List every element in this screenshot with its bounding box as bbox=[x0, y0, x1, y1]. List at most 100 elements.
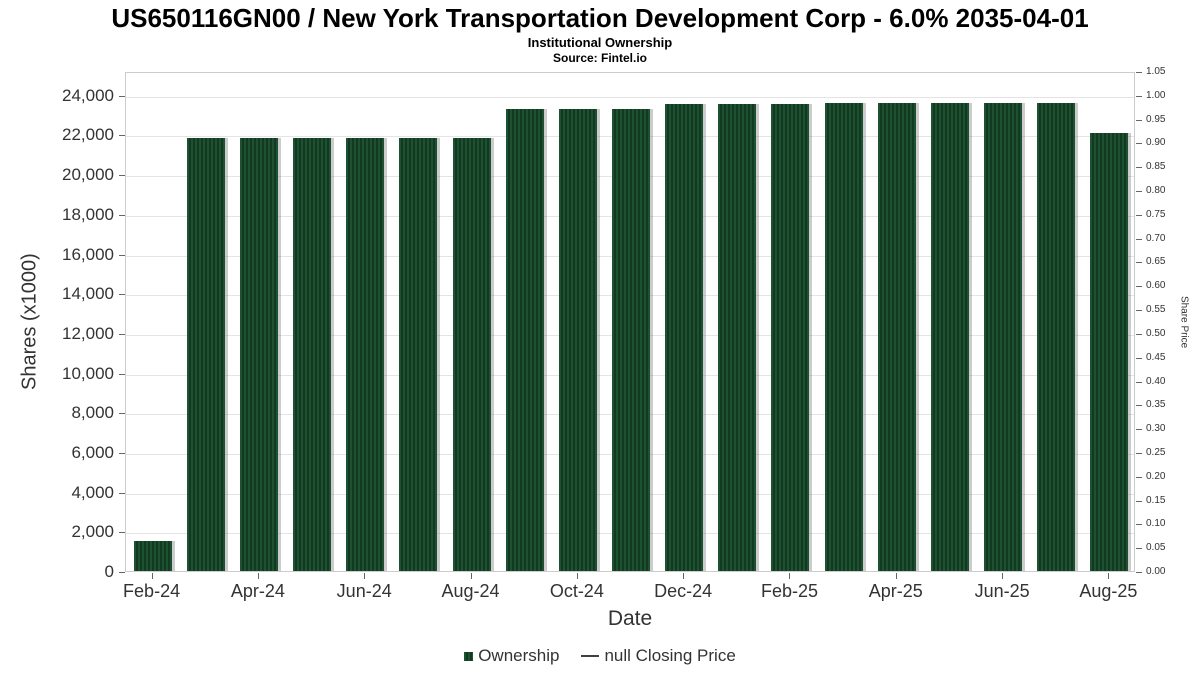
x-axis-tick-label: Feb-24 bbox=[123, 581, 181, 601]
secondary-y-axis-tick-mark bbox=[1136, 95, 1142, 97]
x-axis-tick-mark bbox=[576, 573, 578, 579]
x-axis-tick-label: Aug-24 bbox=[441, 581, 500, 601]
ownership-bar bbox=[930, 102, 969, 571]
y-axis-tick-mark bbox=[119, 214, 125, 216]
y-axis-tick-label: 20,000 bbox=[62, 165, 114, 185]
chart-legend: Ownership null Closing Price bbox=[0, 646, 1200, 666]
secondary-y-axis-title: Share Price bbox=[1178, 295, 1190, 349]
y-axis-tick-mark bbox=[119, 492, 125, 494]
x-axis-tick-label: Apr-24 bbox=[230, 581, 285, 601]
secondary-y-axis-tick-label: 0.00 bbox=[1146, 566, 1166, 577]
secondary-y-axis-tick-mark bbox=[1136, 524, 1142, 526]
secondary-y-axis-tick-mark bbox=[1136, 429, 1142, 431]
secondary-y-axis-tick-label: 1.00 bbox=[1146, 89, 1166, 101]
secondary-y-axis-tick-mark bbox=[1136, 167, 1142, 169]
secondary-y-axis-tick-label: 0.85 bbox=[1146, 161, 1166, 173]
y-axis-tick-label: 2,000 bbox=[71, 522, 114, 542]
y-axis-tick-mark bbox=[119, 175, 125, 177]
y-axis-tick-mark bbox=[119, 572, 125, 573]
y-axis-tick-label: 14,000 bbox=[62, 284, 114, 304]
ownership-bar bbox=[239, 138, 278, 571]
y-axis-tick-mark bbox=[119, 95, 125, 97]
y-axis-tick-label: 6,000 bbox=[71, 442, 114, 462]
chart-subtitle: Institutional Ownership bbox=[527, 35, 673, 50]
secondary-y-axis-tick-label: 0.10 bbox=[1146, 518, 1166, 530]
ownership-bar bbox=[771, 103, 810, 571]
x-axis-tick-label: Jun-25 bbox=[974, 581, 1030, 601]
secondary-y-axis-tick-mark bbox=[1136, 214, 1142, 216]
y-axis-tick-label: 0 bbox=[104, 562, 114, 581]
plot-area bbox=[125, 72, 1135, 572]
y-axis-tick-label: 12,000 bbox=[62, 323, 114, 343]
x-axis-tick-mark bbox=[1002, 573, 1004, 579]
secondary-y-axis-tick-label: 0.65 bbox=[1146, 256, 1166, 268]
y-axis-tick-mark bbox=[119, 254, 125, 256]
legend-item-closing-price[interactable]: null Closing Price bbox=[581, 646, 736, 666]
ownership-bar bbox=[399, 138, 438, 571]
x-axis-tick-mark bbox=[1108, 573, 1110, 579]
secondary-y-axis-tick-label: 0.70 bbox=[1146, 232, 1166, 244]
ownership-legend-swatch-icon bbox=[464, 651, 474, 661]
secondary-y-axis-tick-mark bbox=[1136, 143, 1142, 145]
secondary-y-axis-tick-label: 0.90 bbox=[1146, 137, 1166, 149]
ownership-bar bbox=[452, 138, 491, 571]
secondary-y-axis-tick-mark bbox=[1136, 452, 1142, 454]
ownership-bar bbox=[877, 102, 916, 571]
secondary-y-axis-tick-mark bbox=[1136, 310, 1142, 312]
secondary-y-axis-tick-mark bbox=[1136, 72, 1142, 73]
ownership-bar bbox=[558, 108, 597, 571]
secondary-y-axis-tick-mark bbox=[1136, 286, 1142, 288]
ownership-bar bbox=[133, 541, 172, 571]
secondary-y-axis-tick-label: 0.95 bbox=[1146, 113, 1166, 125]
y-axis-tick-label: 24,000 bbox=[62, 85, 114, 105]
y-axis-tick-mark bbox=[119, 333, 125, 335]
x-axis-tick-label: Apr-25 bbox=[868, 581, 923, 601]
ownership-bar bbox=[718, 103, 757, 571]
y-axis-tick-mark bbox=[119, 413, 125, 415]
legend-label-closing-price: null Closing Price bbox=[604, 646, 736, 665]
secondary-y-axis-tick-label: 0.50 bbox=[1146, 327, 1166, 339]
x-axis-tick-mark bbox=[257, 573, 259, 579]
y-axis-tick-label: 8,000 bbox=[71, 403, 114, 423]
x-axis-tick-label: Aug-25 bbox=[1079, 581, 1138, 601]
secondary-y-axis-tick-label: 0.20 bbox=[1146, 470, 1166, 482]
ownership-bar bbox=[186, 138, 225, 571]
secondary-y-axis-tick-label: 0.80 bbox=[1146, 185, 1166, 197]
y-axis-tick-label: 4,000 bbox=[71, 482, 114, 502]
closing-price-legend-swatch-icon bbox=[581, 655, 600, 657]
secondary-y-axis-tick-label: 0.55 bbox=[1146, 304, 1166, 316]
secondary-y-axis-tick-mark bbox=[1136, 548, 1142, 550]
y-axis-tick-label: 10,000 bbox=[62, 363, 114, 383]
secondary-y-axis-tick-label: 0.60 bbox=[1146, 280, 1166, 292]
legend-label-ownership: Ownership bbox=[478, 646, 560, 665]
secondary-y-axis-tick-mark bbox=[1136, 500, 1142, 502]
x-axis-tick-mark bbox=[683, 573, 685, 579]
ownership-bar bbox=[1090, 132, 1129, 571]
secondary-y-axis-tick-mark bbox=[1136, 262, 1142, 264]
ownership-bar bbox=[984, 102, 1023, 571]
gridline bbox=[126, 96, 1134, 98]
secondary-y-axis-tick-label: 0.75 bbox=[1146, 208, 1166, 220]
ownership-bar bbox=[665, 103, 704, 571]
secondary-y-axis-tick-label: 0.25 bbox=[1146, 446, 1166, 458]
y-axis-tick-mark bbox=[119, 452, 125, 454]
ownership-bar bbox=[824, 102, 863, 571]
y-axis-tick-mark bbox=[119, 294, 125, 296]
chart-title: US650116GN00 / New York Transportation D… bbox=[111, 3, 1089, 33]
ownership-bar bbox=[1037, 102, 1076, 571]
y-axis-tick-label: 18,000 bbox=[62, 204, 114, 224]
secondary-y-axis-tick-label: 0.30 bbox=[1146, 423, 1166, 435]
secondary-y-axis-tick-mark bbox=[1136, 405, 1142, 407]
x-axis-tick-mark bbox=[470, 573, 472, 579]
y-axis-tick-mark bbox=[119, 373, 125, 375]
y-axis-tick-label: 22,000 bbox=[62, 125, 114, 145]
y-axis-tick-label: 16,000 bbox=[62, 244, 114, 264]
ownership-bar bbox=[346, 138, 385, 571]
secondary-y-axis-tick-label: 0.05 bbox=[1146, 542, 1166, 554]
legend-item-ownership[interactable]: Ownership bbox=[464, 646, 559, 666]
x-axis-tick-label: Dec-24 bbox=[654, 581, 713, 601]
secondary-y-axis-tick-mark bbox=[1136, 238, 1142, 240]
x-axis-tick-label: Feb-25 bbox=[760, 581, 818, 601]
secondary-y-axis-tick-label: 0.40 bbox=[1146, 375, 1166, 387]
